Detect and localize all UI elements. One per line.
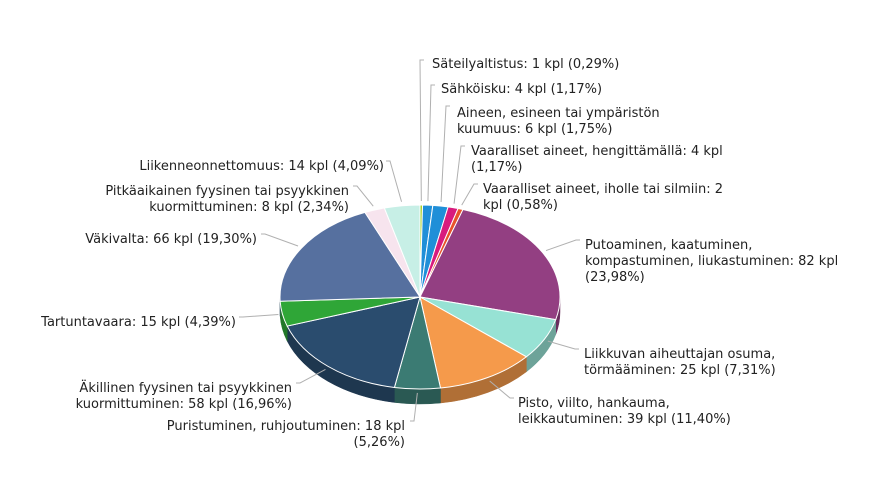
slice-label-line: Liikenneonnettomuus: 14 kpl (4,09%) (139, 159, 384, 174)
label-connector-3 (453, 145, 465, 204)
slice-label-10: Tartuntavaara: 15 kpl (4,39%) (40, 315, 236, 330)
slice-label-5: Putoaminen, kaatuminen, kompastuminen, li… (585, 238, 838, 285)
slice-label-line: (5,26%) (354, 435, 405, 450)
label-connector-8 (410, 392, 418, 422)
slice-label-line: kuumuus: 6 kpl (1,75%) (457, 122, 612, 137)
label-connector-4 (461, 183, 478, 206)
slice-label-line: kuormittuminen: 58 kpl (16,96%) (76, 397, 292, 412)
label-connector-10 (239, 314, 279, 318)
pie-slices (279, 204, 561, 390)
slice-label-line: Väkivalta: 66 kpl (19,30%) (85, 232, 257, 247)
label-connector-0 (419, 59, 424, 202)
slice-label-line: leikkautuminen: 39 kpl (11,40%) (518, 412, 731, 427)
slice-label-line: Äkillinen fyysinen tai psyykkinen (79, 380, 292, 396)
slice-label-13: Liikenneonnettomuus: 14 kpl (4,09%) (139, 159, 384, 174)
label-connector-6 (547, 340, 579, 350)
slice-label-line: kpl (0,58%) (483, 198, 558, 213)
slice-label-line: Vaaralliset aineet, iholle tai silmiin: … (483, 182, 723, 197)
pie-slice-13[interactable] (383, 204, 421, 298)
slice-labels: Säteilyaltistus: 1 kpl (0,29%) Sähköisku:… (40, 57, 838, 450)
slice-label-line: kompastuminen, liukastuminen: 82 kpl (585, 254, 838, 269)
label-connector-12 (353, 185, 374, 207)
slice-label-line: kuormittuminen: 8 kpl (2,34%) (149, 200, 349, 215)
slice-label-line: Aineen, esineen tai ympäristön (457, 106, 660, 121)
slice-label-4: Vaaralliset aineet, iholle tai silmiin: … (483, 182, 723, 213)
slice-label-line: (23,98%) (585, 270, 645, 285)
label-connector-5 (545, 239, 580, 252)
pie-slice-9[interactable] (286, 296, 421, 389)
label-connector-7 (489, 380, 514, 399)
slice-label-0: Säteilyaltistus: 1 kpl (0,29%) (432, 57, 619, 72)
pie-slice-5[interactable] (419, 208, 561, 321)
slice-label-line: Pitkäaikainen fyysinen tai psyykkinen (105, 184, 349, 199)
slice-label-7: Pisto, viilto, hankauma, leikkautuminen: … (518, 396, 731, 427)
label-connector-9 (296, 368, 326, 384)
slice-label-line: Pisto, viilto, hankauma, (518, 396, 670, 411)
label-connector-11 (261, 233, 299, 247)
slice-label-2: Aineen, esineen tai ympäristön kuumuus: 6… (457, 106, 660, 137)
label-connector-2 (440, 105, 450, 203)
slice-label-6: Liikkuvan aiheuttajan osuma, törmääminen:… (584, 347, 776, 378)
slice-label-line: Säteilyaltistus: 1 kpl (0,29%) (432, 57, 619, 72)
slice-label-line: Sähköisku: 4 kpl (1,17%) (441, 82, 602, 97)
label-connector-13 (386, 160, 403, 202)
slice-label-12: Pitkäaikainen fyysinen tai psyykkinen kuo… (105, 184, 349, 215)
label-connectors (239, 59, 580, 422)
pie-slice-11[interactable] (279, 211, 421, 302)
slice-label-1: Sähköisku: 4 kpl (1,17%) (441, 82, 602, 97)
slice-label-11: Väkivalta: 66 kpl (19,30%) (85, 232, 257, 247)
pie-slice-7[interactable] (419, 296, 528, 389)
slice-label-line: (1,17%) (471, 160, 522, 175)
label-connector-1 (427, 84, 435, 202)
slice-label-line: Puristuminen, ruhjoutuminen: 18 kpl (167, 419, 405, 434)
slice-label-line: törmääminen: 25 kpl (7,31%) (584, 363, 776, 378)
slice-label-line: Liikkuvan aiheuttajan osuma, (584, 347, 775, 362)
slice-label-8: Puristuminen, ruhjoutuminen: 18 kpl (5,26… (167, 419, 405, 450)
slice-label-line: Putoaminen, kaatuminen, (585, 238, 752, 253)
slice-label-9: Äkillinen fyysinen tai psyykkinen kuormit… (76, 380, 292, 412)
slice-label-3: Vaaralliset aineet, hengittämällä: 4 kpl… (471, 144, 723, 175)
slice-label-line: Vaaralliset aineet, hengittämällä: 4 kpl (471, 144, 723, 159)
slice-label-line: Tartuntavaara: 15 kpl (4,39%) (40, 315, 236, 330)
